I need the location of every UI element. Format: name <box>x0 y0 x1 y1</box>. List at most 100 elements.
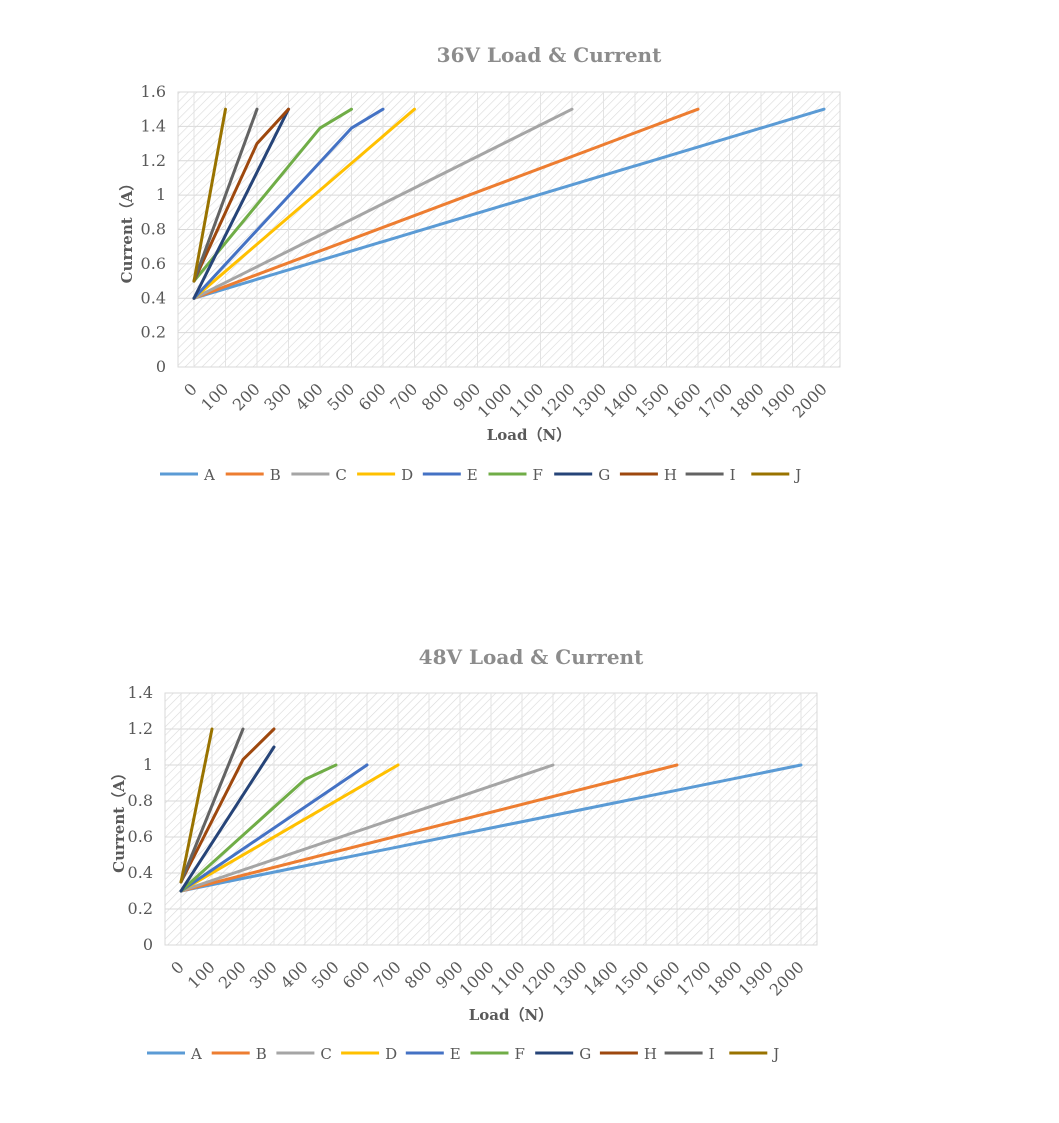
y-tick-label: 1 <box>156 185 166 204</box>
legend-item-E: E <box>422 466 478 484</box>
y-tick-label: 0 <box>156 357 166 376</box>
series-line-F <box>192 107 353 283</box>
series-line-G <box>179 745 276 893</box>
x-tick-label: 300 <box>260 379 295 414</box>
x-tick-label: 800 <box>418 379 453 414</box>
x-tick-label: 1000 <box>456 957 498 999</box>
x-tick-label: 1800 <box>726 379 768 421</box>
series-line-A <box>179 763 803 893</box>
legend-label: E <box>450 1045 461 1063</box>
x-tick-label: 1900 <box>757 379 799 421</box>
legend-label: I <box>730 466 736 484</box>
legend-item-C: C <box>276 1045 332 1063</box>
legend-label: C <box>320 1045 331 1063</box>
x-tick-label: 600 <box>355 379 390 414</box>
legend-label: A <box>190 1045 202 1063</box>
chart-48v: 0 0.2 0.4 0.6 0.8 1 1.2 1.4 0 100 200 300 400 500 600 7… <box>0 620 1059 1100</box>
legend: A B C D E F G H I J <box>160 466 801 484</box>
legend-item-G: G <box>535 1045 591 1063</box>
legend-label: H <box>664 466 677 484</box>
legend-label: E <box>467 466 478 484</box>
legend-item-D: D <box>357 466 413 484</box>
x-tick-label: 0 <box>167 957 188 978</box>
y-tick-label: 0.8 <box>128 791 153 810</box>
y-tick-label: 1.2 <box>141 151 166 170</box>
x-tick-label: 1800 <box>704 957 746 999</box>
legend-item-E: E <box>405 1045 461 1063</box>
x-tick-label: 400 <box>277 957 312 992</box>
x-axis-title: Load（N） <box>469 1006 553 1024</box>
series-line-J <box>179 727 214 884</box>
y-tick-label: 1.4 <box>128 683 153 702</box>
legend-label: B <box>256 1045 267 1063</box>
y-tick-label: 0.6 <box>141 254 166 273</box>
x-tick-label: 1500 <box>611 957 653 999</box>
x-tick-label: 500 <box>323 379 358 414</box>
y-tick-label: 0.4 <box>141 288 166 307</box>
x-tick-label: 2000 <box>789 379 831 421</box>
x-tick-label: 2000 <box>766 957 808 999</box>
x-tick-label: 1200 <box>518 957 560 999</box>
legend-label: C <box>335 466 346 484</box>
y-tick-label: 0.4 <box>128 863 153 882</box>
legend-item-J: J <box>729 1045 779 1063</box>
x-tick-label: 300 <box>246 957 281 992</box>
series-line-B <box>179 763 679 893</box>
x-tick-label: 100 <box>197 379 232 414</box>
x-tick-label: 1200 <box>537 379 579 421</box>
legend-label: D <box>401 466 413 484</box>
y-tick-label: 1.6 <box>141 82 166 101</box>
y-tick-label: 0.6 <box>128 827 153 846</box>
x-tick-label: 1600 <box>663 379 705 421</box>
legend-label: G <box>579 1045 591 1063</box>
x-tick-label: 1700 <box>673 957 715 999</box>
chart-title: 36V Load & Current <box>437 43 662 67</box>
series-line-B <box>192 107 700 300</box>
series-line-I <box>179 727 245 884</box>
series-line-H <box>179 727 276 884</box>
legend-label: J <box>793 466 801 484</box>
x-tick-label: 1900 <box>735 957 777 999</box>
legend-label: H <box>644 1045 657 1063</box>
x-axis-title: Load（N） <box>487 426 571 444</box>
x-tick-label: 800 <box>401 957 436 992</box>
x-tick-label: 1300 <box>549 957 591 999</box>
series-line-E <box>179 763 369 893</box>
x-tick-label: 400 <box>292 379 327 414</box>
legend-item-F: F <box>470 1045 525 1063</box>
x-tick-label: 700 <box>386 379 421 414</box>
series-line-H <box>192 107 290 283</box>
legend-label: I <box>709 1045 715 1063</box>
y-tick-label: 0.2 <box>141 323 166 342</box>
legend-label: J <box>771 1045 779 1063</box>
legend-item-B: B <box>225 466 281 484</box>
series-line-A <box>192 107 826 300</box>
legend-label: F <box>533 466 543 484</box>
legend-item-I: I <box>685 466 736 484</box>
x-tick-label: 200 <box>215 957 250 992</box>
x-tick-label: 100 <box>184 957 219 992</box>
y-axis-title: Current（A） <box>110 765 128 873</box>
x-tick-label: 1300 <box>568 379 610 421</box>
x-tick-label: 500 <box>308 957 343 992</box>
legend-item-A: A <box>160 466 215 484</box>
legend-item-B: B <box>211 1045 267 1063</box>
chart-title: 48V Load & Current <box>419 645 644 669</box>
plot-area <box>164 692 818 946</box>
x-tick-label: 1500 <box>631 379 673 421</box>
legend-item-H: H <box>619 466 677 484</box>
legend-label: G <box>598 466 610 484</box>
series-line-D <box>179 763 400 893</box>
legend: A B C D E F G H I J <box>147 1045 779 1063</box>
y-tick-label: 1.4 <box>141 116 166 135</box>
legend-item-A: A <box>147 1045 202 1063</box>
x-tick-label: 1400 <box>600 379 642 421</box>
legend-item-H: H <box>599 1045 657 1063</box>
x-tick-label: 1700 <box>694 379 736 421</box>
x-tick-label: 1100 <box>487 957 529 999</box>
legend-label: B <box>270 466 281 484</box>
legend-item-J: J <box>751 466 801 484</box>
legend-item-D: D <box>341 1045 397 1063</box>
legend-label: F <box>515 1045 525 1063</box>
x-tick-label: 1400 <box>580 957 622 999</box>
